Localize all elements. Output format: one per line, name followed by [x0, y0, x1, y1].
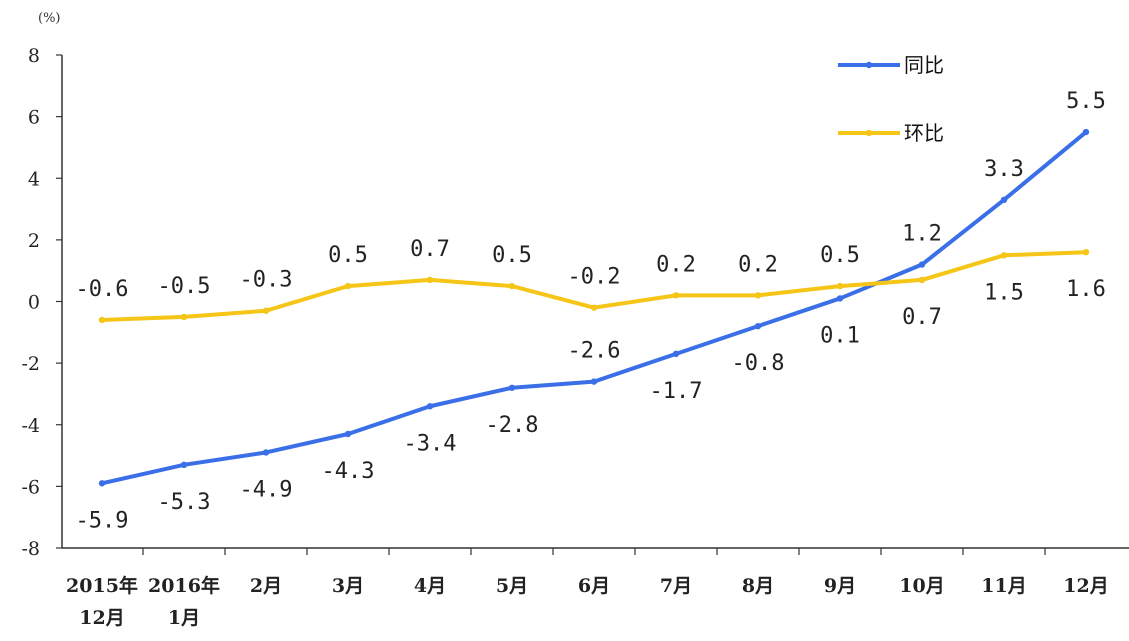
- data-label: -5.9: [76, 508, 129, 533]
- data-label: -2.8: [486, 413, 539, 438]
- data-label: -0.8: [732, 351, 785, 376]
- y-tick-label: 0: [28, 292, 40, 314]
- y-ticks: 8 6 4 2 0 -2 -4 -6 -8: [21, 45, 62, 560]
- data-point: [344, 282, 352, 290]
- y-unit-label: (%): [38, 11, 61, 26]
- data-point: [754, 322, 762, 330]
- data-point: [98, 480, 106, 487]
- data-label: -0.2: [568, 265, 621, 290]
- x-tick-label: 10月: [899, 575, 944, 597]
- data-label: 0.7: [410, 237, 450, 262]
- data-point: [262, 449, 270, 456]
- legend-label-1: 同比: [904, 53, 944, 77]
- data-label: -1.7: [650, 379, 703, 404]
- x-tick-label: 2月: [250, 575, 282, 597]
- legend-marker: [865, 129, 873, 137]
- data-labels: -5.9 -5.3 -4.9 -4.3 -3.4 -2.8 -2.6 -1.7 -0.8 0.1 1…: [76, 89, 1106, 533]
- data-label: 0.5: [492, 243, 532, 268]
- data-point: [672, 350, 680, 358]
- y-tick-label: -4: [21, 415, 40, 437]
- data-label: 1.6: [1066, 277, 1106, 302]
- data-label: 1.5: [984, 280, 1024, 305]
- x-tick-label: 11月: [981, 575, 1026, 597]
- x-tick-label: 12月: [1063, 575, 1108, 597]
- data-point: [426, 276, 434, 284]
- data-point: [590, 304, 598, 311]
- data-point: [836, 282, 844, 290]
- series-layer: [98, 128, 1090, 487]
- x-ticks: 2015年 12月 2016年 1月 2月 3月 4月 5月 6月 7月 8月 9月 10月 11月 12月: [66, 548, 1109, 629]
- y-tick-label: -2: [21, 353, 40, 375]
- x-tick-label: 3月: [332, 575, 364, 597]
- y-tick-label: -6: [21, 476, 40, 498]
- x-tick-label: 2015年: [66, 574, 138, 597]
- data-point: [508, 282, 516, 290]
- data-point: [180, 461, 188, 469]
- data-label: -5.3: [158, 490, 211, 515]
- x-tick-label: 4月: [414, 575, 446, 597]
- data-point: [180, 313, 188, 321]
- x-tick-label: 12月: [79, 607, 124, 629]
- data-label: -0.5: [158, 274, 211, 299]
- data-point: [918, 276, 926, 284]
- data-label: -0.3: [240, 268, 293, 293]
- data-label: -2.6: [568, 339, 621, 364]
- data-label: -4.3: [322, 459, 375, 484]
- axes: [61, 55, 1129, 549]
- data-label: 0.7: [902, 305, 942, 330]
- data-label: 0.1: [820, 323, 860, 348]
- data-point: [672, 292, 680, 299]
- legend-label-2: 环比: [904, 121, 944, 145]
- data-point: [1082, 128, 1090, 136]
- data-point: [1000, 196, 1008, 204]
- data-label: 0.2: [738, 252, 778, 277]
- x-tick-label: 7月: [660, 575, 692, 597]
- data-label: 3.3: [984, 157, 1024, 182]
- data-point: [918, 261, 926, 268]
- data-label: 0.5: [820, 243, 860, 268]
- data-label: 5.5: [1066, 89, 1106, 114]
- data-point: [836, 295, 844, 302]
- x-tick-label: 5月: [496, 575, 528, 597]
- y-tick-label: 8: [28, 45, 40, 67]
- x-tick-label: 6月: [578, 575, 610, 597]
- x-tick-label: 9月: [824, 575, 856, 597]
- data-point: [426, 403, 434, 410]
- data-point: [590, 378, 598, 385]
- data-point: [1000, 252, 1008, 259]
- x-tick-label: 8月: [742, 575, 774, 597]
- data-point: [1082, 249, 1090, 256]
- data-point: [344, 430, 352, 438]
- y-tick-label: -8: [21, 538, 40, 560]
- data-label: -4.9: [240, 477, 293, 502]
- y-tick-label: 2: [28, 230, 40, 252]
- data-label: -3.4: [404, 431, 457, 456]
- x-tick-label: 1月: [168, 607, 200, 629]
- data-point: [98, 316, 106, 324]
- y-tick-label: 6: [28, 107, 40, 129]
- data-label: -0.6: [76, 277, 129, 302]
- data-point: [754, 292, 762, 299]
- data-label: 0.5: [328, 243, 368, 268]
- y-tick-label: 4: [28, 168, 40, 190]
- data-label: 1.2: [902, 222, 942, 247]
- legend-marker: [865, 61, 873, 69]
- data-point: [262, 307, 270, 314]
- data-label: 0.2: [656, 252, 696, 277]
- data-point: [508, 384, 516, 391]
- x-tick-label: 2016年: [148, 574, 220, 597]
